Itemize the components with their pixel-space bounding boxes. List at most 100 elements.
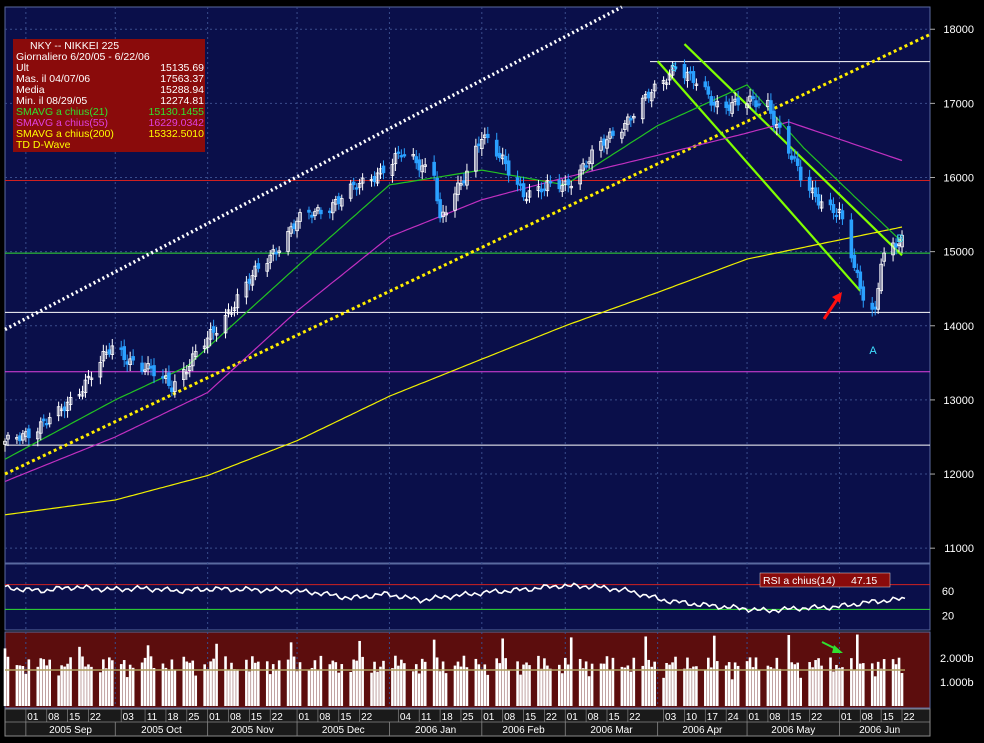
legend-title: NKY -- NIKKEI 225 bbox=[30, 40, 119, 52]
candle-body bbox=[128, 358, 132, 365]
candle-body bbox=[375, 172, 380, 184]
candle-body bbox=[494, 139, 499, 157]
legend-row-value: 15288.94 bbox=[160, 84, 204, 96]
volume-bar bbox=[587, 676, 591, 706]
lower-channel-line bbox=[4, 33, 931, 476]
candle-body bbox=[211, 326, 216, 333]
candle-body bbox=[319, 209, 323, 215]
date-day-label: 24 bbox=[728, 712, 740, 723]
legend-row-label: SMAVG a chius(55) bbox=[16, 117, 108, 129]
volume-bar bbox=[745, 661, 749, 706]
candle-body bbox=[152, 365, 156, 377]
volume-bar bbox=[170, 659, 174, 706]
candle-body bbox=[560, 184, 565, 192]
candle-body bbox=[119, 347, 124, 350]
candle-body bbox=[250, 275, 255, 286]
date-day-label: 11 bbox=[147, 712, 158, 723]
candle-body bbox=[545, 180, 550, 192]
candle-body bbox=[542, 188, 547, 191]
candle-body bbox=[727, 104, 731, 111]
candle-body bbox=[465, 170, 469, 186]
candle-body bbox=[402, 154, 407, 157]
candle-body bbox=[646, 91, 651, 99]
volume-bar bbox=[459, 666, 463, 706]
candle-body bbox=[310, 214, 314, 218]
candle-body bbox=[524, 198, 529, 202]
candle-body bbox=[232, 307, 237, 311]
candle-body bbox=[161, 376, 165, 379]
candle-body bbox=[110, 345, 115, 355]
volume-bar bbox=[474, 658, 478, 706]
candle-body bbox=[417, 159, 422, 171]
candle-body bbox=[873, 306, 877, 310]
candle-body bbox=[485, 133, 490, 138]
rsi-label: RSI a chius(14) bbox=[763, 575, 835, 587]
candle-body bbox=[140, 362, 144, 373]
volume-bar bbox=[271, 664, 275, 706]
volume-bar bbox=[501, 638, 504, 706]
legend-row-label: Media bbox=[16, 84, 45, 96]
candle-body bbox=[661, 79, 666, 84]
date-month-label: 2006 Feb bbox=[502, 725, 545, 736]
volume-bar bbox=[397, 665, 400, 706]
volume-bar bbox=[152, 668, 156, 706]
candle-body bbox=[265, 263, 270, 272]
candle-body bbox=[360, 177, 365, 184]
candle-body bbox=[244, 281, 249, 298]
candle-body bbox=[6, 434, 10, 440]
volume-bar bbox=[319, 655, 323, 706]
candle-body bbox=[396, 151, 401, 154]
candle-body bbox=[89, 377, 94, 380]
candle-body bbox=[682, 63, 687, 79]
volume-bar bbox=[566, 664, 570, 706]
volume-bar bbox=[382, 660, 385, 706]
candle-body bbox=[757, 103, 761, 106]
volume-bar bbox=[894, 664, 898, 706]
volume-bar bbox=[662, 677, 665, 706]
price-tick-label: 13000 bbox=[943, 395, 974, 407]
candle-body bbox=[381, 165, 386, 174]
volume-bar bbox=[423, 661, 427, 706]
volume-bar bbox=[212, 658, 215, 706]
red-arrow-icon bbox=[822, 292, 842, 320]
date-day-label: 15 bbox=[251, 712, 263, 723]
volume-bar bbox=[778, 668, 782, 706]
volume-bar bbox=[57, 675, 60, 706]
candle-body bbox=[274, 252, 278, 255]
volume-bar bbox=[414, 664, 418, 706]
candle-body bbox=[414, 156, 419, 164]
volume-bar bbox=[122, 660, 126, 706]
candle-body bbox=[38, 421, 43, 434]
date-day-label: 01 bbox=[748, 712, 760, 723]
candle-body bbox=[298, 212, 302, 222]
volume-bar bbox=[879, 668, 883, 706]
volume-bar bbox=[632, 657, 636, 706]
candle-body bbox=[828, 199, 833, 206]
volume-bar bbox=[69, 657, 72, 706]
date-month-label: 2005 Dec bbox=[322, 725, 365, 736]
sma55-line bbox=[4, 121, 903, 483]
volume-bar bbox=[274, 670, 278, 706]
candle-body bbox=[143, 369, 147, 372]
volume-bar bbox=[584, 661, 588, 706]
volume-bar bbox=[417, 673, 421, 706]
candle-body bbox=[789, 155, 794, 160]
candle-body bbox=[107, 349, 112, 355]
legend-box: NKY -- NIKKEI 225 Giornaliero 6/20/05 - … bbox=[13, 39, 205, 152]
candle-body bbox=[184, 371, 189, 375]
candle-body bbox=[41, 418, 46, 422]
volume-bar bbox=[686, 657, 689, 706]
legend-background bbox=[13, 39, 205, 152]
candle-body bbox=[235, 294, 240, 309]
volume-bar bbox=[641, 665, 645, 706]
candle-body bbox=[149, 365, 153, 369]
candle-body bbox=[18, 435, 22, 442]
wave-channel-upper bbox=[683, 43, 903, 257]
candle-body bbox=[584, 165, 588, 168]
volume-bar bbox=[48, 659, 52, 706]
volume-bar bbox=[108, 657, 111, 706]
volume-bar bbox=[599, 663, 603, 706]
volume-bar bbox=[328, 664, 332, 706]
